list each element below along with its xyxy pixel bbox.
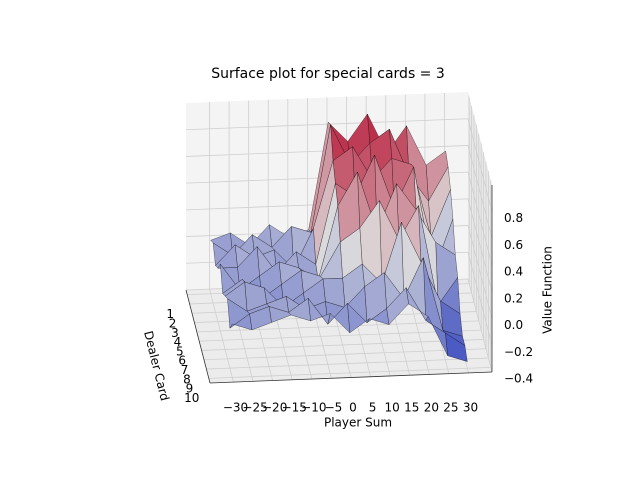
y-tick-label: 1 xyxy=(166,307,174,321)
grid-line xyxy=(206,357,489,370)
x-tick-label: −15 xyxy=(282,401,307,415)
y-tick-label: 10 xyxy=(184,391,199,405)
grid-line xyxy=(209,288,234,383)
grid-line xyxy=(467,118,493,212)
grid-line xyxy=(208,366,491,379)
grid-line xyxy=(467,278,493,373)
z-tick-label: 0.6 xyxy=(504,238,523,252)
grid-line xyxy=(199,329,482,342)
z-tick-label: −0.4 xyxy=(504,372,533,386)
z-tick-label: 0.2 xyxy=(504,291,523,305)
y-tick-label: 6 xyxy=(178,354,186,368)
grid-line xyxy=(467,225,493,319)
x-tick-label: 15 xyxy=(404,401,419,415)
grid-line xyxy=(185,118,469,131)
x-tick-label: −10 xyxy=(301,401,326,415)
x-tick-label: 20 xyxy=(424,401,439,415)
grid-line xyxy=(203,348,487,361)
x-tick-label: 10 xyxy=(385,401,400,415)
y-tick-label: 3 xyxy=(171,326,179,340)
z-tick-label: 0.0 xyxy=(504,318,523,332)
grid-line xyxy=(467,252,493,346)
y-axis-line xyxy=(185,289,211,384)
grid-line xyxy=(467,145,493,239)
y-tick-label: 8 xyxy=(183,372,191,386)
y-tick-label: 4 xyxy=(174,335,182,349)
x-tick-label: 0 xyxy=(349,401,357,415)
z-tick-label: 0.8 xyxy=(504,211,523,225)
x-tick-label: −20 xyxy=(262,401,287,415)
x-tick-label: 5 xyxy=(369,401,377,415)
z-tick-label: 0.4 xyxy=(504,265,523,279)
y-tick-label: 2 xyxy=(169,316,177,330)
y-tick-label: 9 xyxy=(186,382,194,396)
x-tick-label: −5 xyxy=(325,401,343,415)
grid-line xyxy=(201,339,484,351)
z-axis-label: Value Function xyxy=(541,246,555,334)
y-tick-label: 7 xyxy=(181,363,189,377)
x-tick-label: −25 xyxy=(242,401,267,415)
x-tick-label: 30 xyxy=(463,401,478,415)
y-tick-label: 5 xyxy=(176,344,184,358)
x-axis-line xyxy=(209,371,493,384)
y-axis-label: Dealer Card xyxy=(141,329,172,402)
x-tick-label: 25 xyxy=(443,401,458,415)
grid-line xyxy=(467,198,493,292)
x-axis-label: Player Sum xyxy=(324,416,392,430)
chart-title: Surface plot for special cards = 3 xyxy=(211,66,445,82)
x-tick-label: −30 xyxy=(223,401,248,415)
grid-line xyxy=(467,172,493,266)
surface-patch xyxy=(229,313,253,331)
z-tick-label: −0.2 xyxy=(504,345,533,359)
